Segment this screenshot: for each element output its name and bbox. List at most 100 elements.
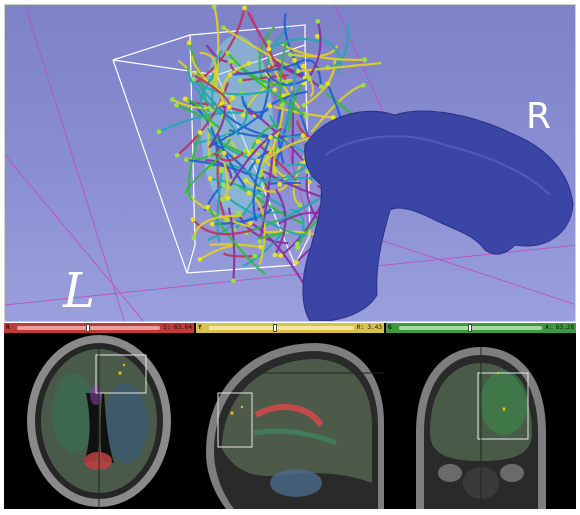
fiber-tract bbox=[192, 214, 243, 239]
fiber-tract bbox=[316, 35, 342, 74]
fiber-tract bbox=[268, 90, 308, 107]
fiber-endpoint bbox=[295, 245, 301, 250]
fiber-endpoint bbox=[301, 102, 307, 108]
fiber-tract bbox=[309, 20, 322, 76]
fiber-endpoint bbox=[268, 134, 273, 140]
fiber-endpoint bbox=[258, 172, 264, 178]
fiber-tract bbox=[216, 170, 223, 243]
fiber-endpoint bbox=[237, 78, 243, 83]
orientation-label-left: L bbox=[63, 263, 95, 319]
fiber-tract bbox=[302, 65, 315, 98]
fiber-tract bbox=[213, 150, 246, 162]
fiber-endpoint bbox=[197, 130, 203, 135]
fiber-tract bbox=[209, 163, 268, 185]
fiber-tract bbox=[245, 179, 288, 193]
fiber-endpoint bbox=[197, 256, 203, 262]
fiber-tract bbox=[239, 66, 307, 118]
fiber-endpoint bbox=[221, 182, 226, 188]
fiber-endpoint bbox=[362, 57, 368, 63]
fiber-endpoint bbox=[243, 178, 249, 183]
fiber-endpoint bbox=[221, 150, 227, 156]
fiber-endpoint bbox=[315, 18, 321, 24]
fiber-endpoint bbox=[300, 63, 306, 69]
fiber-tract bbox=[237, 184, 305, 225]
fiber-tract bbox=[176, 104, 222, 131]
fiber-tract bbox=[184, 152, 225, 194]
slice-controller-red[interactable]: R S: 63.64 bbox=[4, 323, 194, 333]
fiber-tract bbox=[250, 123, 280, 152]
fiber-endpoint bbox=[257, 239, 263, 244]
fiber-tract bbox=[199, 51, 217, 84]
fiber-endpoint bbox=[246, 61, 252, 66]
fiber-tract bbox=[247, 149, 279, 173]
slice-slider-green[interactable] bbox=[399, 324, 543, 332]
fiber-endpoint bbox=[293, 260, 299, 265]
slice-slider-red[interactable] bbox=[17, 324, 161, 332]
fiber-endpoint bbox=[184, 157, 189, 163]
fiber-endpoint bbox=[292, 57, 297, 63]
fiber-endpoint bbox=[248, 220, 253, 226]
fiber-endpoint bbox=[191, 235, 197, 241]
fiber-tract bbox=[252, 136, 272, 222]
fiber-tract bbox=[265, 70, 310, 86]
fiber-endpoint bbox=[266, 46, 272, 52]
fiber-endpoint bbox=[205, 204, 211, 210]
fiber-tract bbox=[287, 82, 305, 132]
slice-controller-yellow[interactable]: Y R: 3.43 bbox=[196, 323, 384, 333]
slice-offset-red: S: 63.64 bbox=[163, 324, 192, 331]
fiber-tract bbox=[187, 132, 202, 201]
fiber-endpoint bbox=[230, 94, 236, 100]
axial-slice-image[interactable] bbox=[4, 333, 194, 509]
fiber-endpoint bbox=[219, 168, 225, 174]
fiber-endpoint bbox=[266, 39, 272, 45]
fiber-endpoint bbox=[186, 40, 192, 46]
fiber-tract bbox=[259, 75, 271, 121]
fiber-tract bbox=[297, 61, 382, 73]
fiber-tract bbox=[203, 85, 275, 96]
fiber-tract bbox=[310, 84, 364, 133]
slice-tag-yellow: Y bbox=[198, 324, 202, 331]
fiber-endpoint bbox=[190, 217, 196, 222]
slice-slider-yellow[interactable] bbox=[209, 324, 354, 332]
coronal-slice-image[interactable] bbox=[386, 333, 576, 509]
fiber-endpoint bbox=[246, 190, 252, 196]
fiber-tract bbox=[158, 111, 247, 133]
fiber-endpoint bbox=[360, 82, 366, 88]
3d-scene[interactable] bbox=[5, 5, 576, 322]
fiber-endpoint bbox=[284, 79, 290, 85]
slice-slider-red-thumb[interactable] bbox=[85, 324, 90, 332]
3d-viewer[interactable]: R L bbox=[4, 4, 576, 322]
fiber-endpoint bbox=[330, 115, 336, 120]
fiber-tract bbox=[213, 6, 220, 89]
fiber-tract bbox=[279, 40, 287, 106]
fiber-endpoint bbox=[266, 102, 272, 108]
slice-view-green[interactable]: G A: 63.28 bbox=[386, 323, 576, 509]
slice-offset-yellow: R: 3.43 bbox=[356, 324, 382, 331]
slice-slider-yellow-thumb[interactable] bbox=[272, 324, 277, 332]
fiber-tract bbox=[218, 140, 237, 172]
fiber-endpoint bbox=[255, 158, 261, 164]
fiber-endpoint bbox=[226, 104, 232, 110]
sagittal-slice-image[interactable] bbox=[196, 333, 384, 509]
fiber-tract bbox=[206, 206, 266, 275]
slice-views: R S: 63.64 Y R: bbox=[4, 323, 576, 509]
fiber-tract bbox=[191, 138, 232, 161]
orientation-label-right: R bbox=[525, 96, 551, 137]
fiber-tract bbox=[227, 197, 306, 238]
fiber-endpoint bbox=[182, 96, 188, 102]
vessel-mesh[interactable] bbox=[302, 110, 574, 321]
slice-slider-green-thumb[interactable] bbox=[467, 324, 472, 332]
fiber-tract bbox=[269, 115, 304, 139]
fiber-tract bbox=[249, 221, 305, 284]
fiber-tract bbox=[207, 127, 259, 163]
fiber-endpoint bbox=[209, 221, 215, 227]
fiber-endpoint bbox=[252, 253, 258, 259]
fiber-endpoint bbox=[297, 202, 303, 208]
fiber-endpoint bbox=[221, 25, 226, 31]
fiber-endpoint bbox=[211, 5, 217, 10]
slice-view-red[interactable]: R S: 63.64 bbox=[4, 323, 194, 509]
floor-grid bbox=[5, 5, 575, 321]
slice-controller-green[interactable]: G A: 63.28 bbox=[386, 323, 576, 333]
slice-view-yellow[interactable]: Y R: 3.43 bbox=[196, 323, 384, 509]
fiber-endpoint bbox=[315, 34, 320, 39]
